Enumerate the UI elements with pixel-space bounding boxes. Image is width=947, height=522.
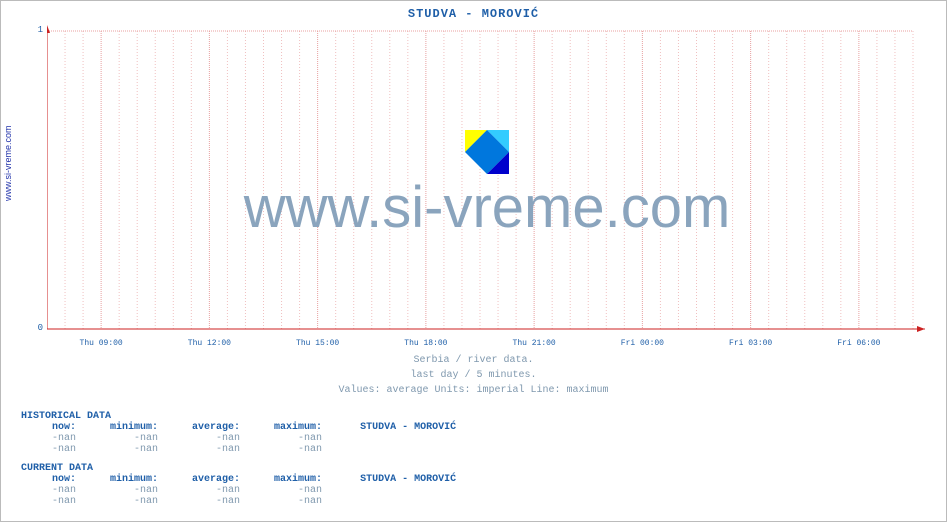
cell: -nan [170, 496, 240, 507]
current-heading: CURRENT DATA [21, 463, 456, 474]
chart-svg [47, 25, 927, 335]
x-tick-label: Thu 12:00 [188, 339, 231, 348]
x-tick-label: Fri 06:00 [837, 339, 880, 348]
x-tick-label: Fri 03:00 [729, 339, 772, 348]
col-average: average: [170, 422, 240, 433]
col-now: now: [21, 422, 76, 433]
chart-title: STUDVA - MOROVIĆ [1, 7, 946, 21]
current-row: -nan -nan -nan -nan [21, 485, 456, 496]
col-station: STUDVA - MOROVIĆ [360, 422, 456, 433]
cell: -nan [21, 444, 76, 455]
col-minimum: minimum: [88, 474, 158, 485]
historical-row: -nan -nan -nan -nan [21, 444, 456, 455]
historical-data-section: HISTORICAL DATA now: minimum: average: m… [21, 411, 456, 455]
cell: -nan [21, 433, 76, 444]
caption-line-2: last day / 5 minutes. [1, 368, 946, 383]
col-station: STUDVA - MOROVIĆ [360, 474, 456, 485]
caption-line-1: Serbia / river data. [1, 353, 946, 368]
x-tick-label: Thu 18:00 [404, 339, 447, 348]
cell: -nan [170, 444, 240, 455]
current-row: -nan -nan -nan -nan [21, 496, 456, 507]
cell: -nan [252, 444, 322, 455]
historical-heading: HISTORICAL DATA [21, 411, 456, 422]
cell: -nan [170, 485, 240, 496]
chart-caption: Serbia / river data. last day / 5 minute… [1, 353, 946, 398]
current-header-row: now: minimum: average: maximum: STUDVA -… [21, 474, 456, 485]
x-tick-label: Thu 21:00 [513, 339, 556, 348]
cell: -nan [252, 485, 322, 496]
y-tick-label: 0 [3, 323, 43, 333]
caption-line-3: Values: average Units: imperial Line: ma… [1, 383, 946, 398]
cell: -nan [88, 485, 158, 496]
cell: -nan [21, 485, 76, 496]
col-now: now: [21, 474, 76, 485]
y-tick-label: 1 [3, 25, 43, 35]
cell: -nan [88, 496, 158, 507]
cell: -nan [88, 444, 158, 455]
col-average: average: [170, 474, 240, 485]
x-tick-label: Thu 09:00 [80, 339, 123, 348]
col-maximum: maximum: [252, 474, 322, 485]
x-tick-label: Fri 00:00 [621, 339, 664, 348]
x-tick-label: Thu 15:00 [296, 339, 339, 348]
col-maximum: maximum: [252, 422, 322, 433]
cell: -nan [170, 433, 240, 444]
chart-plot-area: www.si-vreme.com 01 Thu 09:00Thu 12:00Th… [47, 25, 927, 335]
current-data-section: CURRENT DATA now: minimum: average: maxi… [21, 463, 456, 507]
cell: -nan [252, 433, 322, 444]
historical-header-row: now: minimum: average: maximum: STUDVA -… [21, 422, 456, 433]
cell: -nan [21, 496, 76, 507]
historical-row: -nan -nan -nan -nan [21, 433, 456, 444]
cell: -nan [252, 496, 322, 507]
cell: -nan [88, 433, 158, 444]
site-label-vertical: www.si-vreme.com [3, 125, 13, 201]
site-logo-icon [465, 130, 509, 174]
col-minimum: minimum: [88, 422, 158, 433]
